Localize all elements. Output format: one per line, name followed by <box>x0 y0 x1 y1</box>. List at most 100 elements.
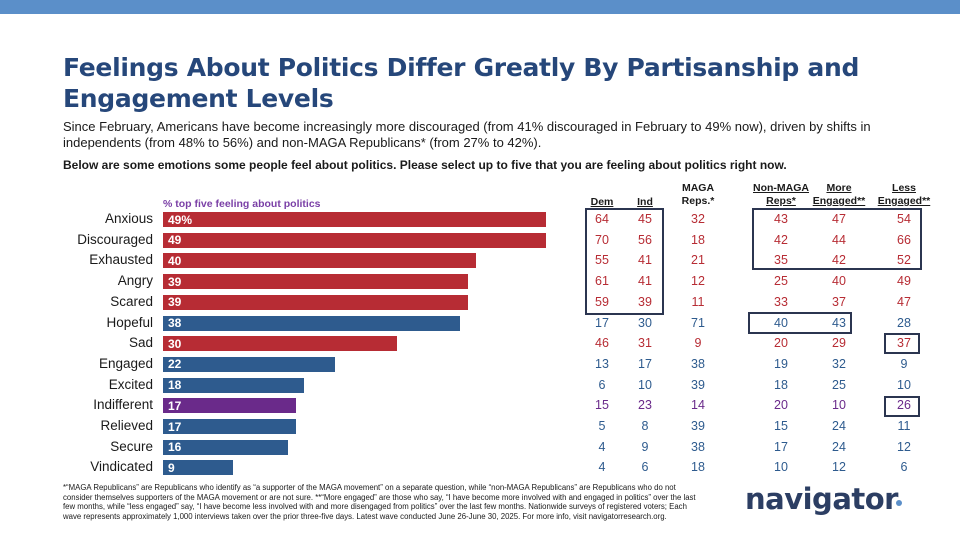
bar-value-label: 49% <box>168 212 193 227</box>
bar-value-label: 16 <box>168 440 182 455</box>
table-cell: 9 <box>694 336 702 351</box>
table-cell: 4 <box>598 439 606 454</box>
bar-hopeful <box>163 315 461 331</box>
column-header-nonmaga: Non-MAGA Reps* <box>753 182 809 207</box>
table-cell: 20 <box>774 336 788 351</box>
table-cell: 25 <box>774 274 788 289</box>
column-header-dem: Dem <box>590 196 614 208</box>
category-label-hopeful: Hopeful <box>106 314 153 330</box>
table-cell: 49 <box>897 274 911 289</box>
category-label-sad: Sad <box>128 335 153 351</box>
bar-value-label: 17 <box>168 398 182 413</box>
table-cell: 43 <box>774 212 788 226</box>
table-cell: 35 <box>774 253 788 268</box>
table-cell: 18 <box>691 232 705 247</box>
table-cell: 11 <box>691 294 705 309</box>
table-cell: 10 <box>897 377 911 392</box>
bar-value-label: 17 <box>168 419 182 434</box>
category-label-discouraged: Discouraged <box>77 231 153 247</box>
bar-value-label: 38 <box>168 316 182 330</box>
bar-excited <box>163 377 304 393</box>
table-cell: 21 <box>691 253 705 268</box>
table-cell: 25 <box>832 377 846 392</box>
table-cell: 40 <box>774 315 788 330</box>
table-cell: 32 <box>691 212 705 226</box>
table-cell: 9 <box>641 439 649 454</box>
table-cell: 11 <box>897 419 911 433</box>
table-cell: 10 <box>774 460 788 475</box>
subtitle: Since February, Americans have become in… <box>63 119 871 150</box>
table-cell: 14 <box>691 398 705 413</box>
table-cell: 39 <box>691 377 705 392</box>
highlight-box-dem-ind-negative <box>585 208 664 315</box>
highlight-box-less-indifferent <box>884 396 920 417</box>
table-cell: 15 <box>595 398 609 413</box>
bar-indifferent <box>163 398 296 414</box>
table-cell: 31 <box>638 336 652 351</box>
table-cell: 19 <box>774 356 788 371</box>
table-cell: 18 <box>691 460 705 475</box>
table-cell: 26 <box>897 398 911 413</box>
column-header-more: More Engaged** <box>812 182 866 207</box>
table-cell: 64 <box>595 212 609 226</box>
table-cell: 52 <box>897 253 911 268</box>
table-cell: 17 <box>638 356 652 371</box>
table-cell: 37 <box>832 294 846 309</box>
table-cell: 32 <box>832 356 846 371</box>
table-cell: 6 <box>598 377 606 392</box>
bar-secure <box>163 439 289 455</box>
table-cell: 41 <box>638 253 652 268</box>
table-cell: 47 <box>832 212 846 226</box>
bar-scared <box>163 294 468 310</box>
table-cell: 6 <box>641 460 649 475</box>
bar-exhausted <box>163 253 476 269</box>
table-cell: 39 <box>638 294 652 309</box>
table-cell: 33 <box>774 294 788 309</box>
table-cell: 17 <box>595 315 609 330</box>
bar-value-label: 39 <box>168 295 182 310</box>
bar-sad <box>163 336 398 352</box>
category-label-excited: Excited <box>108 376 153 392</box>
bar-discouraged <box>163 232 546 248</box>
table-cell: 71 <box>691 315 705 330</box>
category-label-angry: Angry <box>117 273 153 289</box>
table-cell: 41 <box>638 274 652 289</box>
table-cell: 38 <box>691 439 705 454</box>
bar-value-label: 49 <box>168 233 182 248</box>
table-cell: 18 <box>774 377 788 392</box>
table-cell: 55 <box>595 253 609 268</box>
survey-question: Below are some emotions some people feel… <box>63 158 787 172</box>
top-accent-bar <box>0 0 960 14</box>
category-label-anxious: Anxious <box>104 211 153 226</box>
table-cell: 15 <box>774 419 788 433</box>
category-label-indifferent: Indifferent <box>93 397 153 413</box>
bar-value-label: 30 <box>168 336 182 351</box>
table-cell: 9 <box>900 356 908 371</box>
table-cell: 37 <box>897 336 911 351</box>
table-cell: 20 <box>774 398 788 413</box>
table-cell: 30 <box>638 315 652 330</box>
table-cell: 23 <box>638 398 652 413</box>
table-cell: 70 <box>595 232 609 247</box>
table-cell: 42 <box>832 253 846 268</box>
table-cell: 13 <box>595 356 609 371</box>
table-cell: 43 <box>832 315 846 330</box>
category-label-secure: Secure <box>110 438 153 454</box>
category-label-relieved: Relieved <box>100 418 153 433</box>
footnote: *“MAGA Republicans” are Republicans who … <box>63 483 696 521</box>
category-label-exhausted: Exhausted <box>89 252 153 268</box>
highlight-box-less-sad <box>884 333 920 354</box>
table-cell: 8 <box>641 419 649 433</box>
table-cell: 10 <box>832 398 846 413</box>
navigator-logo: navigator <box>745 482 898 516</box>
table-cell: 24 <box>832 419 846 433</box>
highlight-box-nonmaga-negative <box>752 208 922 270</box>
column-header-maga: MAGA Reps.* <box>681 182 715 207</box>
table-cell: 39 <box>691 419 705 433</box>
bar-value-label: 22 <box>168 357 182 372</box>
bar-anxious <box>163 212 546 227</box>
table-cell: 59 <box>595 294 609 309</box>
table-cell: 66 <box>897 232 911 247</box>
page-title: Feelings About Politics Differ Greatly B… <box>63 53 860 113</box>
table-cell: 12 <box>897 439 911 454</box>
